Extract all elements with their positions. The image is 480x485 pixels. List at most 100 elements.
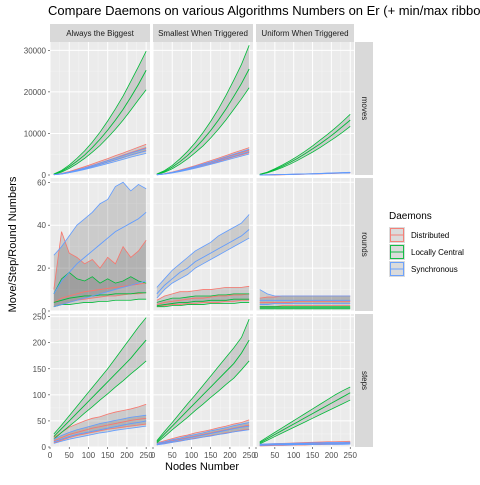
y-tick-label: 0 (42, 171, 47, 180)
y-tick-label: 60 (37, 178, 46, 187)
strip-label-moves: moves (360, 97, 369, 121)
x-tick-label: 0 (48, 451, 53, 460)
y-tick-label: 0 (42, 443, 47, 452)
series-line-synchronous (53, 420, 147, 443)
series-max-line-synchronous (53, 181, 147, 256)
x-tick-label: 250 (242, 451, 256, 460)
series-max-line-synchronous (156, 214, 250, 288)
ribbon-distributed (156, 419, 250, 445)
series-max-line-synchronous (156, 422, 250, 444)
x-tick-label: 50 (168, 451, 177, 460)
series-max-line-synchronous (259, 289, 351, 297)
x-tick-label: 150 (204, 451, 218, 460)
ribbon-locally-central (259, 387, 351, 444)
x-axis-title: Nodes Number (165, 461, 239, 473)
series-max-line-locally-central (53, 50, 147, 175)
legend-title: Daemons (389, 211, 432, 222)
y-tick-label: 20000 (24, 88, 47, 97)
x-tick-label: 200 (120, 451, 134, 460)
x-tick-label: 50 (270, 451, 279, 460)
series-min-line-locally-central (156, 87, 250, 175)
series-min-line-locally-central (53, 89, 147, 175)
panel-rounds-uniform-when-triggered (255, 178, 354, 312)
y-tick-label: 50 (37, 417, 46, 426)
series-max-line-locally-central (156, 319, 250, 441)
x-tick-label: 200 (223, 451, 237, 460)
series-min-line-locally-central (156, 302, 250, 308)
series-min-line-synchronous (156, 429, 250, 446)
series-min-line-synchronous (259, 303, 351, 305)
series-line-locally-central (259, 119, 351, 175)
series-line-synchronous (259, 442, 351, 446)
ribbon-distributed (53, 231, 147, 307)
series-line-locally-central (53, 70, 147, 175)
strip-rounds (355, 178, 373, 311)
y-tick-label: 30000 (24, 46, 47, 55)
series-max-line-distributed (53, 231, 147, 290)
ribbon-locally-central (156, 45, 250, 175)
series-max-line-distributed (156, 285, 250, 301)
y-tick-label: 40 (37, 221, 46, 230)
x-tick-label: 100 (185, 451, 199, 460)
series-max-line-distributed (53, 403, 147, 438)
legend: Daemons Distributed Locally Central Synchro… (389, 211, 464, 277)
panel-background (50, 42, 150, 175)
x-tick-label: 0 (254, 451, 259, 460)
series-line-synchronous (156, 229, 250, 295)
series-max-line-locally-central (259, 114, 351, 175)
series-line-synchronous (53, 211, 147, 295)
panel-background (256, 178, 354, 311)
series-min-line-locally-central (53, 298, 147, 308)
strip-label-smallest-when-triggered: Smallest When Triggered (158, 29, 248, 38)
y-tick-label: 150 (33, 365, 47, 374)
series-max-line-locally-central (156, 45, 250, 175)
series-min-line-distributed (156, 299, 250, 308)
series-max-line-distributed (53, 143, 147, 175)
series-line-synchronous (259, 172, 351, 176)
series-min-line-synchronous (53, 280, 147, 308)
strip-label-always-the-biggest: Always the Biggest (66, 29, 134, 38)
series-line-locally-central (53, 339, 147, 437)
series-line-locally-central (53, 292, 147, 303)
series-min-line-distributed (53, 423, 147, 444)
panel-background (256, 42, 354, 175)
series-min-line-locally-central (53, 360, 147, 440)
series-min-line-locally-central (259, 126, 351, 175)
series-line-synchronous (156, 425, 250, 445)
series-max-line-locally-central (53, 317, 147, 435)
legend-label-distributed: Distributed (411, 231, 449, 240)
x-tick-label: 50 (65, 451, 74, 460)
ribbon-locally-central (53, 51, 147, 175)
panel-rounds-always-the-biggest (49, 178, 150, 312)
panel-rounds-smallest-when-triggered (152, 178, 253, 312)
series-max-line-synchronous (53, 414, 147, 440)
x-tick-label: 250 (344, 451, 358, 460)
series-line-distributed (53, 417, 147, 442)
series-line-distributed (156, 424, 250, 445)
strip-moves (355, 42, 373, 175)
y-tick-label: 250 (33, 313, 47, 322)
y-tick-label: 20 (37, 264, 46, 273)
series-line-synchronous (156, 151, 250, 176)
y-tick-label: 10000 (24, 129, 47, 138)
y-tick-label: 0 (42, 307, 47, 316)
ribbon-synchronous (259, 289, 351, 305)
strip-label-uniform-when-triggered: Uniform When Triggered (261, 29, 348, 38)
panel-steps-always-the-biggest (49, 314, 150, 448)
series-line-locally-central (259, 392, 351, 444)
series-line-synchronous (53, 150, 147, 176)
panel-background (153, 42, 253, 175)
strip-steps (355, 314, 373, 447)
panel-background (153, 178, 253, 311)
series-max-line-synchronous (259, 441, 351, 445)
strip-smallest-when-triggered (153, 24, 253, 42)
panel-moves-always-the-biggest (49, 42, 150, 176)
strip-label-steps: steps (360, 371, 369, 390)
panel-background (256, 314, 354, 447)
x-tick-label: 200 (325, 451, 339, 460)
series-line-locally-central (156, 298, 250, 307)
series-line-distributed (259, 300, 351, 303)
series-min-line-locally-central (259, 399, 351, 445)
